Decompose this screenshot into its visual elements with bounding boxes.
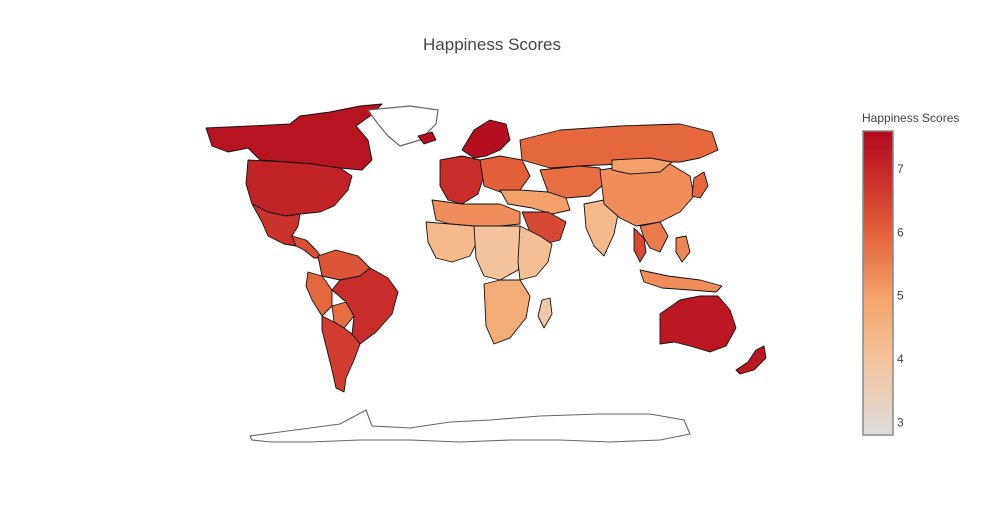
map-region-bolivia <box>331 301 355 329</box>
map-region-argentina-chile <box>321 315 361 393</box>
map-region-brazil <box>331 267 399 345</box>
colorbar-tick-label: 3 <box>897 415 904 429</box>
colorbar-tick-label: 5 <box>897 289 904 303</box>
map-region-canada <box>205 103 383 171</box>
map-region-southern-africa <box>483 279 531 345</box>
map-region-indonesia <box>639 269 723 293</box>
colorbar-tick-label: 7 <box>897 162 904 176</box>
colorbar-title: Happiness Scores <box>862 111 959 125</box>
map-region-antarctica <box>249 409 691 443</box>
colorbar-gradient <box>862 130 894 436</box>
map-region-russia <box>519 123 719 169</box>
map-region-west-africa <box>425 221 479 263</box>
map-region-central-africa <box>473 225 525 281</box>
map-region-madagascar <box>537 297 553 329</box>
colorbar-tick-label: 4 <box>897 352 904 366</box>
chart-title: Happiness Scores <box>423 35 561 54</box>
map-region-middle-east <box>499 189 571 215</box>
colorbar-tick-label: 6 <box>897 225 904 239</box>
map-region-iceland <box>417 131 437 145</box>
map-region-eastern-europe <box>479 155 531 193</box>
map-region-north-africa <box>431 199 521 227</box>
map-region-peru-ecuador <box>305 271 333 317</box>
map-region-thailand <box>633 227 647 263</box>
map-region-mongolia <box>611 157 673 175</box>
colorbar: Happiness Scores 3 4 5 6 7 <box>862 111 959 436</box>
map-region-philippines <box>675 235 691 263</box>
map-region-japan <box>691 171 709 199</box>
map-region-usa <box>245 159 353 217</box>
colorbar-ticks: 3 4 5 6 7 <box>897 162 904 429</box>
map-region-australia <box>659 295 737 353</box>
map-region-central-america <box>291 235 323 259</box>
map-region-scandinavia <box>461 119 511 159</box>
map-region-western-europe <box>439 155 485 205</box>
map-region-new-zealand <box>735 345 767 375</box>
world-map <box>205 103 767 443</box>
map-region-east-africa <box>517 225 553 281</box>
